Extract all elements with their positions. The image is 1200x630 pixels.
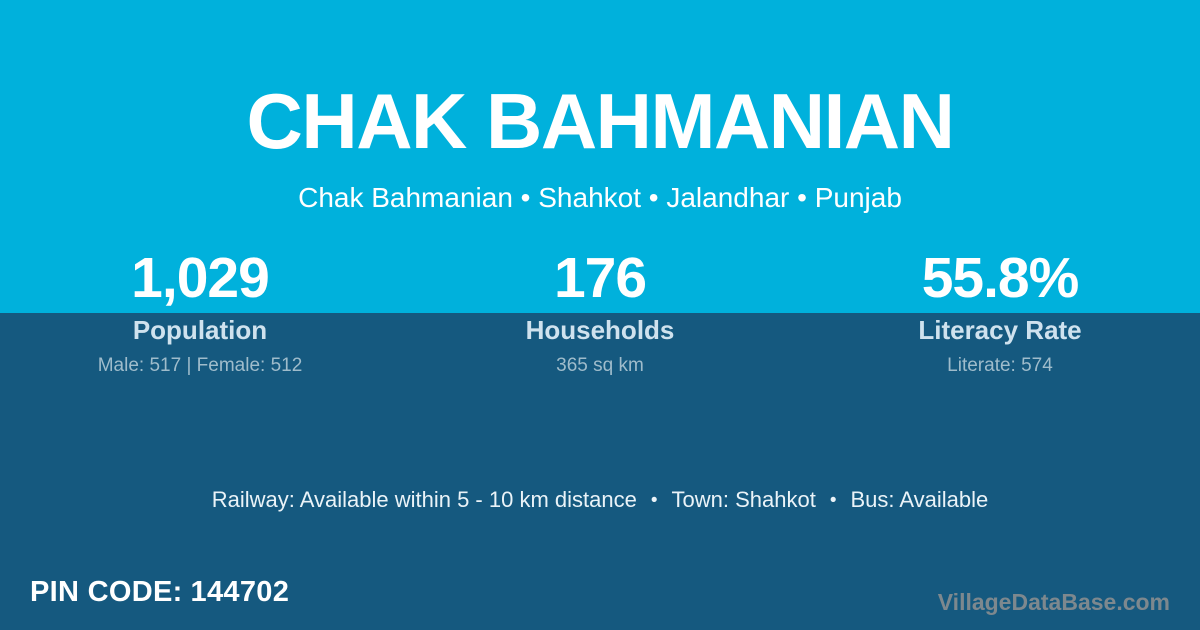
pin-code-label: PIN CODE: — [30, 576, 183, 608]
bullet-separator: • — [829, 490, 837, 511]
village-title: CHAK BAHMANIAN — [246, 77, 955, 165]
stat-literacy: 55.8% Literacy Rate Literate: 574 — [800, 248, 1200, 377]
railway-info: Railway: Available within 5 - 10 km dist… — [211, 487, 637, 512]
stat-households: 176 Households 365 sq km — [400, 248, 800, 377]
header-band — [0, 0, 1200, 313]
population-value: 1,029 — [131, 246, 270, 310]
households-detail: 365 sq km — [556, 355, 644, 376]
stats-row: 1,029 Population Male: 517 | Female: 512… — [0, 248, 1200, 377]
population-detail: Male: 517 | Female: 512 — [97, 355, 303, 376]
bullet-separator: • — [650, 490, 658, 511]
amenities-line: Railway: Available within 5 - 10 km dist… — [0, 486, 1200, 515]
literacy-detail: Literate: 574 — [947, 355, 1053, 376]
stat-population: 1,029 Population Male: 517 | Female: 512 — [0, 248, 400, 377]
literacy-value: 55.8% — [921, 246, 1080, 310]
pin-code: PIN CODE: 144702 — [30, 576, 289, 608]
town-info: Town: Shahkot — [671, 487, 816, 512]
households-value: 176 — [553, 246, 647, 310]
pin-code-value: 144702 — [190, 576, 290, 608]
households-label: Households — [525, 315, 675, 345]
literacy-label: Literacy Rate — [918, 315, 1082, 345]
bus-info: Bus: Available — [850, 487, 989, 512]
village-breadcrumb: Chak Bahmanian • Shahkot • Jalandhar • P… — [298, 182, 902, 213]
population-label: Population — [132, 315, 268, 345]
site-watermark: VillageDataBase.com — [937, 589, 1170, 615]
